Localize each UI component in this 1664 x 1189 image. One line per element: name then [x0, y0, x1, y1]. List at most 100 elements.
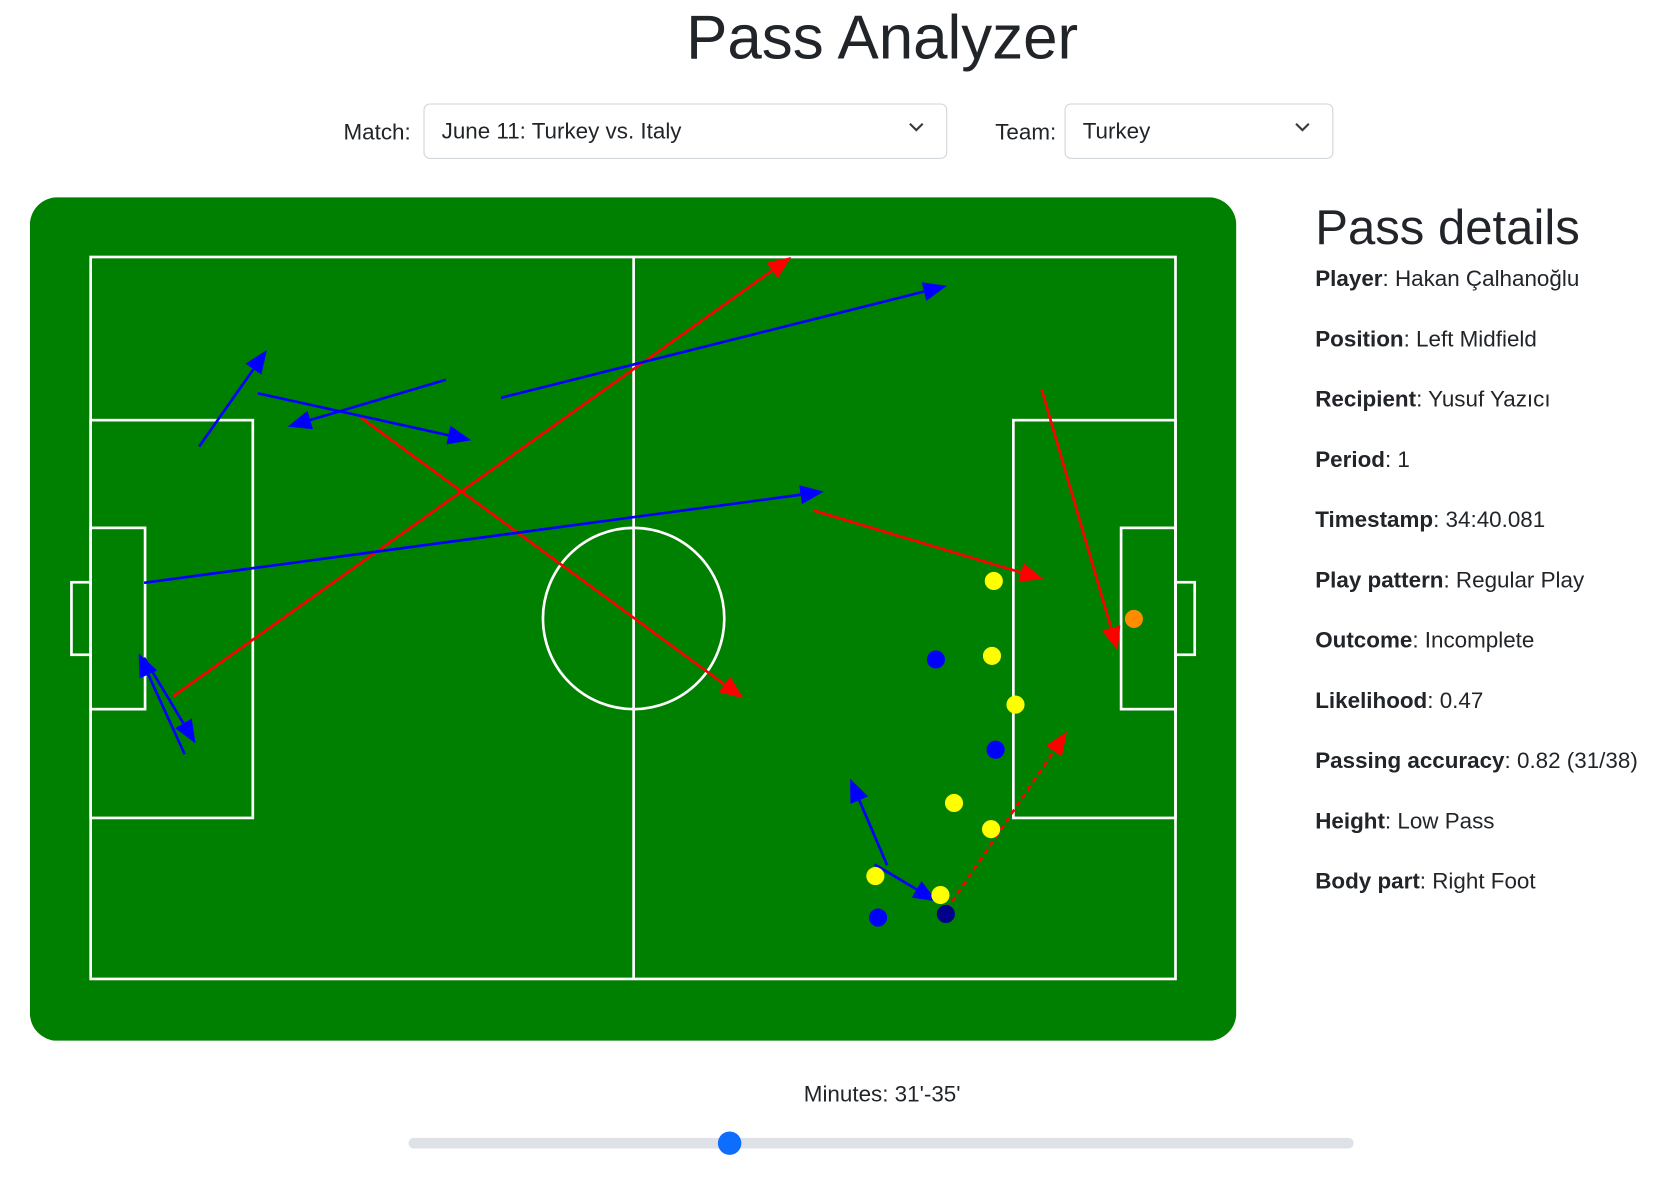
arrowhead-icon [446, 425, 472, 445]
opponent-marker[interactable] [982, 820, 1001, 839]
team-pass-arrow[interactable] [143, 485, 824, 585]
detail-value: Left Midfield [1416, 326, 1537, 352]
detail-label: Outcome [1315, 628, 1413, 653]
team-select[interactable]: Turkey [1064, 103, 1334, 159]
arrowhead-icon [921, 282, 947, 301]
arrowhead-icon [766, 257, 792, 279]
opponent-pass-arrow[interactable] [360, 416, 744, 699]
team-pass-arrow[interactable] [287, 378, 447, 430]
pass-line[interactable] [142, 656, 185, 724]
pitch-canvas[interactable] [29, 197, 1237, 1041]
arrowhead-icon [850, 778, 869, 804]
opponent-marker[interactable] [984, 571, 1003, 591]
detail-label: Body part [1315, 869, 1420, 894]
opponent-marker[interactable] [866, 867, 885, 886]
detail-row: Passing accuracy: 0.82 (31/38) [1315, 748, 1638, 774]
detail-label: Timestamp [1315, 507, 1434, 533]
detail-label: Player [1315, 266, 1383, 292]
center-circle [541, 526, 726, 711]
detail-row: Position: Left Midfield [1315, 326, 1537, 352]
opponent-marker[interactable] [1006, 695, 1025, 714]
detail-value: Yusuf Yazıcı [1428, 387, 1551, 412]
opponent-pass-arrow[interactable] [813, 509, 1044, 582]
team-pass-arrow[interactable] [257, 391, 472, 445]
detail-value: 1 [1397, 447, 1410, 472]
opponent-pass-arrow[interactable] [1040, 389, 1121, 651]
teammate-marker[interactable] [869, 908, 888, 927]
selected-player-marker[interactable] [936, 904, 955, 924]
detail-value: Hakan Çalhanoğlu [1394, 266, 1580, 292]
pass-line[interactable] [360, 416, 726, 686]
page-title: Pass Analyzer [686, 3, 1079, 73]
opponent-marker[interactable] [944, 793, 964, 813]
arrowhead-icon [245, 349, 267, 375]
pass-line[interactable] [257, 391, 449, 437]
teammate-marker[interactable] [986, 740, 1005, 759]
chevron-down-icon [1294, 117, 1311, 142]
arrowhead-icon [799, 485, 824, 505]
detail-label: Position [1315, 326, 1404, 352]
detail-label: Recipient [1315, 387, 1417, 412]
slider-thumb[interactable] [718, 1131, 742, 1155]
detail-row: Player: Hakan Çalhanoğlu [1315, 266, 1580, 292]
teammate-marker[interactable] [926, 650, 946, 669]
detail-row: Play pattern: Regular Play [1315, 567, 1585, 593]
arrowhead-icon [287, 410, 313, 430]
team-label: Team: [995, 120, 1057, 146]
team-pass-arrow[interactable] [873, 863, 937, 902]
left-goal [70, 580, 93, 657]
pass-line[interactable] [172, 269, 773, 698]
team-pass-arrow[interactable] [198, 349, 267, 448]
detail-row: Timestamp: 34:40.081 [1315, 507, 1546, 533]
pass-line[interactable] [813, 509, 1022, 574]
opponent-pass-arrow[interactable] [172, 257, 792, 698]
detail-value: 0.82 (31/38) [1516, 748, 1638, 774]
chevron-down-icon [908, 117, 925, 142]
pass-line[interactable] [147, 673, 186, 755]
match-select[interactable]: June 11: Turkey vs. Italy [423, 103, 948, 159]
detail-value: Incomplete [1424, 628, 1535, 653]
team-pass-arrow[interactable] [142, 656, 196, 744]
detail-row: Likelihood: 0.47 [1315, 688, 1484, 713]
detail-row: Period: 1 [1315, 447, 1410, 472]
opponent-marker[interactable] [982, 646, 1002, 665]
arrowhead-icon [1018, 563, 1044, 582]
arrowhead-icon [175, 718, 196, 744]
match-select-value: June 11: Turkey vs. Italy [441, 119, 682, 144]
opponent-marker[interactable] [931, 885, 950, 905]
detail-row: Outcome: Incomplete [1315, 628, 1535, 653]
pass-details-panel: Pass details Player: Hakan Çalhanoğlu Pos… [1315, 197, 1638, 928]
detail-label: Period [1315, 447, 1385, 472]
detail-label: Height [1315, 808, 1385, 834]
pass-line[interactable] [945, 750, 1055, 911]
opponent-pass-arrow[interactable] [945, 731, 1068, 911]
pass-line[interactable] [858, 799, 889, 866]
pass-line[interactable] [198, 368, 255, 448]
minutes-label: Minutes: 31'-35' [803, 1082, 961, 1107]
right-goal [1174, 580, 1197, 657]
arrowhead-icon [1101, 625, 1121, 651]
pass-details-heading: Pass details [1315, 199, 1580, 255]
pass-line[interactable] [873, 863, 918, 891]
match-label: Match: [343, 120, 411, 146]
detail-label: Passing accuracy [1315, 748, 1505, 774]
detail-label: Likelihood [1315, 688, 1428, 713]
detail-row: Recipient: Yusuf Yazıcı [1315, 387, 1551, 412]
arrowhead-icon [718, 676, 744, 699]
pass-line[interactable] [143, 493, 801, 585]
pass-line[interactable] [1040, 389, 1113, 629]
team-pass-arrow[interactable] [500, 282, 947, 400]
ball-target-marker[interactable] [1124, 609, 1143, 628]
pitch-markings [70, 255, 1197, 981]
detail-value: Regular Play [1455, 567, 1585, 593]
team-pass-arrow[interactable] [850, 778, 889, 866]
pass-line[interactable] [500, 290, 925, 400]
arrowhead-icon [1045, 731, 1068, 757]
detail-value: 34:40.081 [1445, 507, 1546, 533]
detail-label: Play pattern [1315, 567, 1444, 593]
detail-value: 0.47 [1439, 688, 1484, 713]
team-select-value: Turkey [1082, 119, 1151, 144]
pass-line[interactable] [309, 378, 447, 422]
minutes-slider[interactable] [408, 1131, 1354, 1155]
detail-row: Height: Low Pass [1315, 808, 1495, 834]
